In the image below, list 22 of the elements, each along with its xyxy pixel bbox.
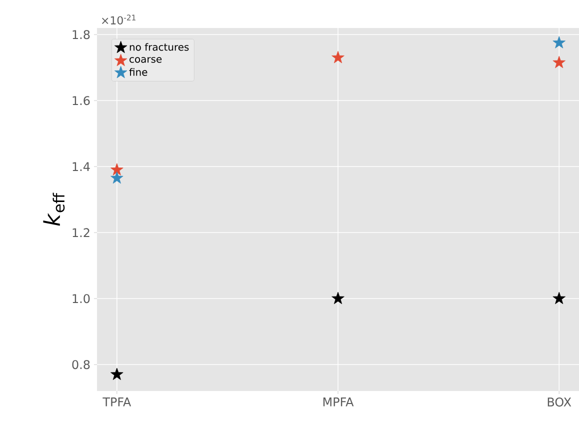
- x-tick-label: TPFA: [102, 398, 132, 406]
- point: [110, 368, 124, 380]
- y-tick-label: 1.2: [72, 228, 90, 238]
- point: [552, 56, 566, 68]
- point: [332, 292, 344, 304]
- text: ×10$^{-21}$: [102, 14, 136, 24]
- point: [552, 36, 566, 48]
- legend-label: fine: [129, 68, 148, 76]
- y-tick-label: 0.8: [72, 360, 90, 370]
- legend-label: no fractures: [130, 43, 189, 51]
- point: [552, 292, 566, 304]
- point: [332, 50, 344, 64]
- y-tick-label: 1.4: [72, 162, 90, 171]
- x-tick-label: BOX: [548, 398, 572, 407]
- x-tick-label: MPFA: [323, 398, 354, 406]
- legend-label: coarse: [130, 57, 162, 63]
- point: [110, 171, 124, 184]
- y-axis-title: k$_{eff}$: [43, 192, 65, 226]
- y-tick-label: 1.6: [72, 96, 90, 106]
- point: [110, 163, 124, 176]
- y-tick-label: 1.0: [72, 294, 90, 304]
- y-tick-label: 1.8: [72, 30, 90, 40]
